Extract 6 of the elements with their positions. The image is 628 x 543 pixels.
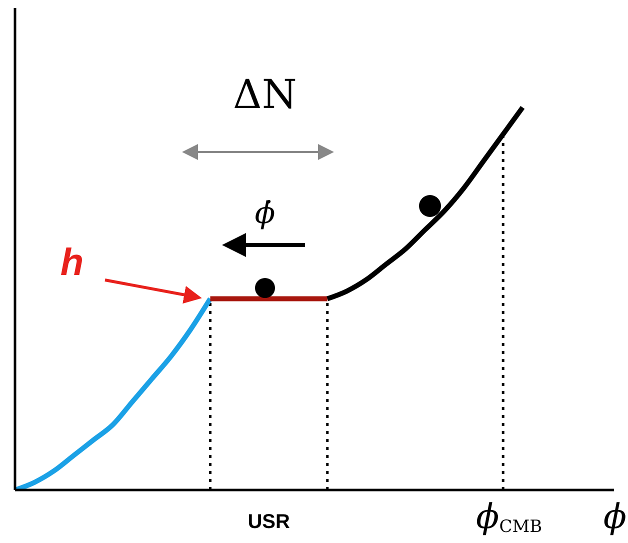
annotation: ΔN (233, 72, 297, 118)
annotation: h (60, 242, 84, 284)
annotation: ϕ̇ (254, 196, 276, 231)
x-axis-title: ϕ (603, 497, 627, 537)
x-tick-label: ϕ$_{CMB}$ (476, 497, 542, 538)
x-tick-label: USR (248, 511, 290, 533)
